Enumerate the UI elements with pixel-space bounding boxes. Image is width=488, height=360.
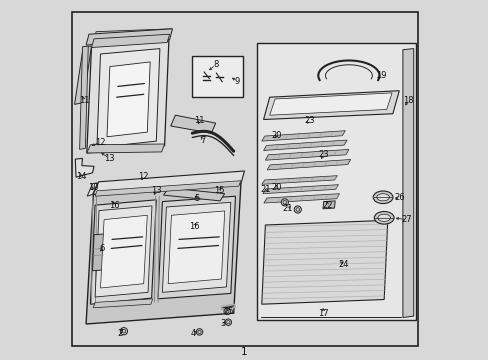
Polygon shape — [92, 234, 104, 271]
Text: 27: 27 — [400, 215, 411, 224]
Polygon shape — [263, 140, 346, 150]
Circle shape — [224, 308, 230, 315]
Polygon shape — [95, 181, 241, 196]
Polygon shape — [263, 185, 338, 194]
Text: 26: 26 — [393, 194, 404, 202]
Polygon shape — [107, 62, 150, 137]
Polygon shape — [91, 34, 169, 48]
Text: 18: 18 — [402, 96, 413, 105]
Polygon shape — [90, 200, 156, 304]
Text: 5: 5 — [194, 194, 199, 203]
Polygon shape — [266, 159, 350, 170]
Text: 1: 1 — [241, 347, 247, 357]
Text: 12: 12 — [95, 138, 105, 147]
Polygon shape — [86, 29, 172, 45]
Polygon shape — [261, 220, 387, 304]
Polygon shape — [87, 40, 168, 153]
Polygon shape — [95, 206, 152, 297]
Text: 20: 20 — [271, 130, 282, 139]
Text: 11: 11 — [79, 96, 89, 105]
Ellipse shape — [376, 194, 388, 201]
Text: 11: 11 — [194, 116, 204, 125]
Polygon shape — [163, 188, 224, 201]
Text: 13: 13 — [104, 154, 115, 163]
Circle shape — [224, 319, 231, 325]
Polygon shape — [93, 171, 244, 194]
Ellipse shape — [373, 211, 393, 224]
Polygon shape — [263, 91, 399, 120]
Polygon shape — [261, 131, 345, 141]
Polygon shape — [93, 299, 152, 308]
Text: 14: 14 — [77, 172, 87, 181]
Polygon shape — [87, 144, 164, 153]
Bar — [257, 43, 415, 320]
Polygon shape — [75, 158, 94, 177]
Text: 4: 4 — [190, 328, 196, 338]
Polygon shape — [97, 49, 160, 148]
Text: 2: 2 — [118, 328, 122, 338]
Polygon shape — [94, 29, 171, 38]
Text: 22: 22 — [322, 201, 332, 210]
Text: 21: 21 — [282, 204, 292, 213]
Text: 16: 16 — [109, 201, 120, 210]
Circle shape — [120, 328, 127, 335]
Text: 23: 23 — [318, 150, 328, 159]
Text: 24: 24 — [338, 260, 348, 269]
Text: 13: 13 — [151, 186, 161, 195]
Bar — [192, 56, 242, 97]
Text: 6: 6 — [100, 244, 105, 253]
Circle shape — [196, 329, 203, 335]
Text: 25: 25 — [223, 307, 233, 316]
Polygon shape — [265, 149, 348, 160]
Text: 15: 15 — [214, 186, 224, 195]
Polygon shape — [261, 176, 337, 184]
Polygon shape — [158, 196, 235, 299]
Ellipse shape — [372, 191, 392, 204]
Polygon shape — [168, 211, 224, 284]
Text: 16: 16 — [188, 222, 199, 231]
Polygon shape — [269, 93, 391, 115]
Ellipse shape — [377, 214, 390, 221]
Polygon shape — [87, 183, 98, 196]
Text: 23: 23 — [304, 116, 314, 125]
Text: 10: 10 — [88, 183, 99, 192]
Text: 19: 19 — [375, 71, 386, 80]
Text: 9: 9 — [234, 77, 240, 85]
Polygon shape — [101, 215, 147, 288]
Polygon shape — [170, 115, 215, 133]
Polygon shape — [86, 184, 241, 324]
Polygon shape — [264, 194, 339, 203]
Polygon shape — [80, 46, 88, 149]
Text: 7: 7 — [200, 136, 205, 145]
Polygon shape — [162, 202, 230, 292]
Text: 20: 20 — [271, 183, 282, 192]
Text: 8: 8 — [213, 60, 218, 69]
Polygon shape — [75, 46, 91, 104]
Text: 12: 12 — [138, 172, 149, 181]
Text: 21: 21 — [260, 184, 271, 194]
Text: 3: 3 — [220, 320, 225, 328]
Text: 17: 17 — [318, 309, 328, 318]
Polygon shape — [402, 49, 413, 318]
Polygon shape — [322, 201, 335, 209]
Circle shape — [294, 206, 301, 213]
Circle shape — [281, 199, 288, 206]
